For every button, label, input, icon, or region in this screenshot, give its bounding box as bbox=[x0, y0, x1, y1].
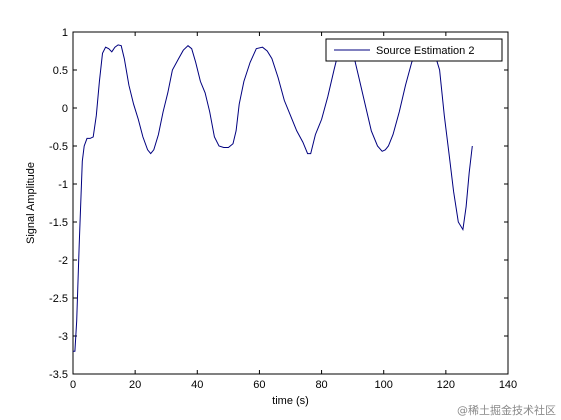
x-tick-label: 40 bbox=[191, 379, 203, 391]
x-axis-label: time (s) bbox=[272, 395, 309, 407]
y-tick-label: -3 bbox=[58, 331, 68, 343]
y-tick-labels: -3.5 -3 -2.5 -2 -1.5 -1 -0.5 0 0.5 1 bbox=[49, 27, 68, 381]
y-tick-label: -1.5 bbox=[49, 217, 68, 229]
plot-area bbox=[72, 31, 509, 375]
legend: Source Estimation 2 bbox=[325, 38, 503, 62]
y-tick-label: 0 bbox=[62, 103, 68, 115]
x-tick-label: 80 bbox=[315, 379, 327, 391]
x-tick-label: 140 bbox=[499, 379, 517, 391]
series-line-source-estimation-2 bbox=[73, 38, 473, 352]
y-tick-label: -0.5 bbox=[49, 141, 68, 153]
y-tick-label: -2 bbox=[58, 255, 68, 267]
y-tick-label: -1 bbox=[58, 179, 68, 191]
x-tick-label: 0 bbox=[70, 379, 76, 391]
y-tick-label: 0.5 bbox=[53, 65, 68, 77]
y-axis-label: Signal Amplitude bbox=[25, 162, 37, 244]
x-tick-label: 100 bbox=[375, 379, 393, 391]
y-tick-label: 1 bbox=[62, 27, 68, 39]
legend-entry-label: Source Estimation 2 bbox=[376, 45, 474, 57]
watermark: @稀土掘金技术社区 bbox=[457, 403, 556, 417]
x-tick-label: 20 bbox=[129, 379, 141, 391]
y-tick-label: -2.5 bbox=[49, 293, 68, 305]
x-tick-labels: 0 20 40 60 80 100 120 140 bbox=[70, 379, 517, 391]
y-tick-label: -3.5 bbox=[49, 369, 68, 381]
axis-ticks bbox=[72, 31, 509, 375]
x-tick-label: 60 bbox=[253, 379, 265, 391]
legend-box bbox=[325, 38, 503, 62]
x-tick-label: 120 bbox=[437, 379, 455, 391]
